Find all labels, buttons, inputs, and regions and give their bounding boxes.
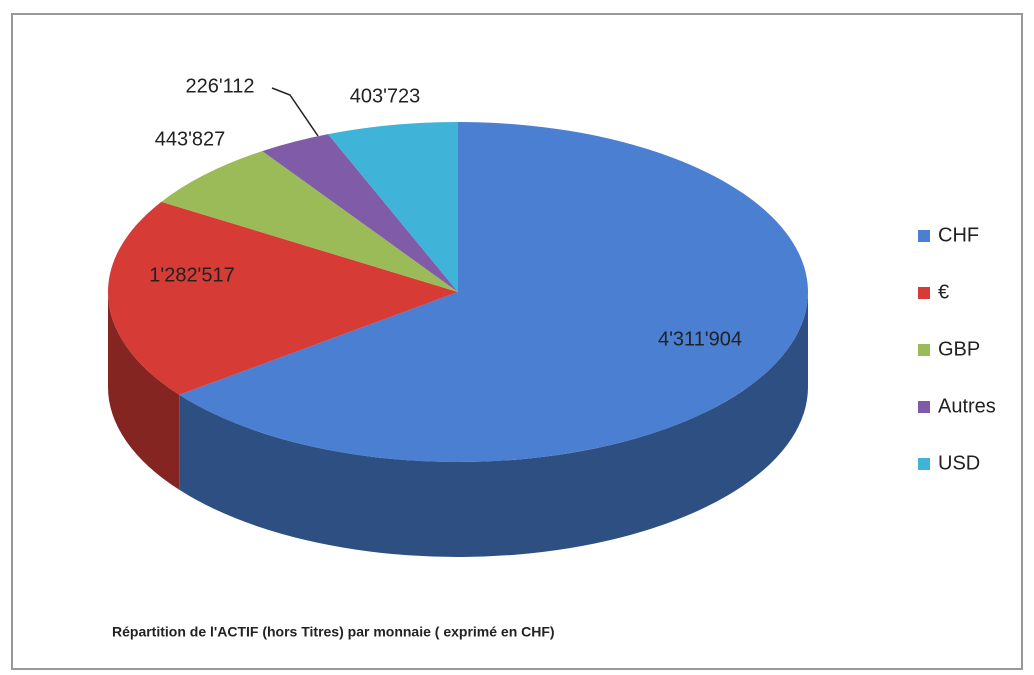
value-label: 403'723 [350, 85, 421, 107]
slice [328, 122, 458, 292]
slice-side [108, 292, 180, 490]
value-label: 226'112 [185, 75, 254, 97]
slice [108, 201, 459, 395]
value-label: 443'827 [155, 128, 226, 150]
slice-side [179, 292, 808, 557]
slice [262, 134, 458, 292]
legend-swatch [918, 401, 930, 413]
legend-label: € [938, 281, 949, 303]
value-label: 4'311'904 [658, 328, 742, 350]
legend-swatch [918, 458, 930, 470]
slice [179, 122, 808, 462]
chart-title: Répartition de l'ACTIF (hors Titres) par… [112, 624, 555, 640]
legend-label: GBP [938, 338, 980, 360]
legend-swatch [918, 287, 930, 299]
value-label: 1'282'517 [149, 264, 235, 286]
legend-label: CHF [938, 224, 979, 246]
legend-label: Autres [938, 395, 996, 417]
legend-swatch [918, 230, 930, 242]
legend-label: USD [938, 452, 980, 474]
slice [161, 151, 459, 292]
leader-line [271, 87, 319, 137]
legend-swatch [918, 344, 930, 356]
